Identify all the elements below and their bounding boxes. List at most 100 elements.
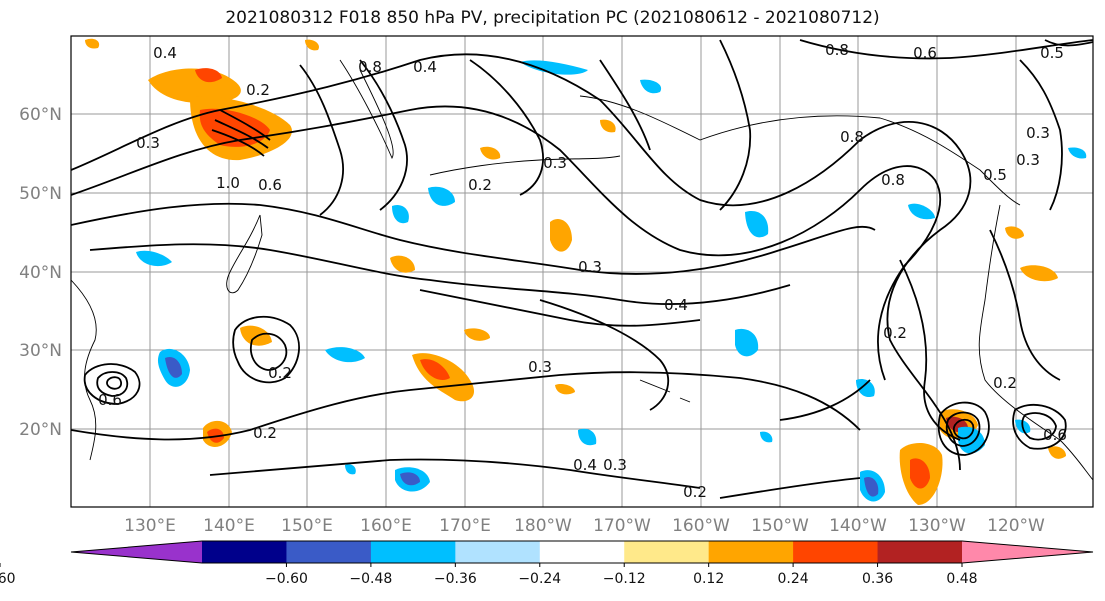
- contour-label: 0.8: [825, 41, 849, 59]
- contour-label: 0.2: [253, 424, 277, 442]
- pv-contour: [89, 243, 791, 305]
- pv-contour: [299, 64, 344, 216]
- colorbar-extend-max: [962, 541, 1093, 563]
- contour-label: 0.4: [153, 44, 177, 62]
- longitude-labels: 130°E 140°E 150°E 160°E 170°E 180°W 170°W 160°W…: [124, 516, 1045, 536]
- longitude-label: 130°E: [124, 516, 176, 536]
- precip-negative-area: [760, 431, 773, 443]
- precip-negative-area: [520, 60, 588, 75]
- precip-strong-area: [910, 458, 930, 489]
- precip-positive-area: [85, 38, 100, 49]
- coastlines: [71, 59, 1093, 481]
- contour-label: 0.8: [358, 58, 382, 76]
- colorbar-segment: [624, 541, 710, 563]
- precip-negative-area: [856, 378, 875, 398]
- contour-label: 0.6: [913, 44, 937, 62]
- precip-negative-area: [428, 186, 455, 206]
- precip-negative-area: [1068, 147, 1087, 159]
- coastline-aleutians: [429, 155, 621, 176]
- precip-negative-area: [745, 210, 769, 238]
- longitude-label: 170°E: [439, 516, 491, 536]
- contour-label: 0.2: [993, 374, 1017, 392]
- contour-label: 1.0: [216, 174, 240, 192]
- precip-positive-area: [555, 383, 575, 395]
- precip-positive-area: [390, 255, 415, 273]
- contour-label: 0.6: [98, 391, 122, 409]
- precip-positive-area: [1020, 265, 1058, 282]
- pv-contour: [952, 418, 975, 440]
- pv-contour: [71, 105, 941, 381]
- map-title: 2021080312 F018 850 hPa PV, precipitatio…: [225, 8, 880, 28]
- longitude-label: 180°W: [514, 516, 572, 536]
- colorbar-outline: [70, 540, 1094, 564]
- contour-label: 0.5: [1040, 44, 1064, 62]
- precip-negative-area: [735, 328, 759, 357]
- longitude-label: 160°E: [360, 516, 412, 536]
- precip-positive-area: [480, 146, 501, 160]
- contour-label: 0.3: [603, 456, 627, 474]
- colorbar-segment: [455, 541, 541, 563]
- precip-negative-area: [325, 347, 365, 363]
- pv-contour: [250, 332, 288, 371]
- contour-label: 0.8: [840, 128, 864, 146]
- pv-contour: [106, 376, 122, 390]
- colorbar-segment: [370, 541, 456, 563]
- colorbar-tick-label: 0.36: [862, 571, 893, 587]
- pv-contour: [937, 401, 990, 456]
- contour-label: 0.4: [573, 456, 597, 474]
- latitude-label: 20°N: [19, 420, 62, 440]
- coastline-asia: [71, 279, 97, 461]
- pv-contour: [96, 371, 129, 397]
- contour-label: 0.4: [413, 58, 437, 76]
- latitude-labels: 20°N 30°N 40°N 50°N 60°N: [19, 105, 62, 440]
- contour-label: 0.8: [881, 171, 905, 189]
- pv-contour: [1012, 403, 1067, 450]
- longitude-label: 160°W: [672, 516, 730, 536]
- contour-label: 0.3: [1016, 151, 1040, 169]
- precip-positive-area: [464, 328, 490, 341]
- contour-label: 0.2: [246, 81, 270, 99]
- pv-contour: [1044, 39, 1093, 47]
- contour-label: 0.3: [528, 358, 552, 376]
- pv-contour: [71, 371, 861, 441]
- latitude-label: 60°N: [19, 105, 62, 125]
- contour-label: 0.3: [1026, 124, 1050, 142]
- contour-label: 0.3: [543, 154, 567, 172]
- contour-labels: 0.4 0.2 0.3 1.0 0.6 0.8 0.4 0.2 0.3 0.8 0.6 0.3 0.5 0…: [98, 41, 1067, 501]
- colorbar-tick-label: 0.48: [946, 571, 977, 587]
- colorbar-tick-label: 0.24: [778, 571, 809, 587]
- coastline-alaska: [579, 95, 1021, 206]
- colorbar-extend-min: [71, 541, 202, 563]
- pv-contour: [719, 39, 752, 211]
- pv-contour: [211, 109, 271, 157]
- colorbar: −0.60 −0.48 −0.36 −0.24 −0.12 0.12 0.24 0.36 0.4…: [0, 540, 1094, 587]
- precip-positive-area: [600, 119, 616, 133]
- longitude-label: 140°W: [829, 516, 887, 536]
- longitude-label: 150°W: [751, 516, 809, 536]
- contour-label: 0.3: [578, 258, 602, 276]
- pv-contour: [71, 202, 876, 275]
- contour-label: 0.5: [983, 166, 1007, 184]
- pv-contour: [419, 289, 701, 327]
- colorbar-tick-label: −0.60: [265, 571, 308, 587]
- pv-contour: [232, 315, 300, 384]
- longitude-label: 150°E: [281, 516, 333, 536]
- coastline-hawaii: [639, 379, 691, 403]
- precip-negative-area: [908, 203, 935, 220]
- pv-contour: [989, 229, 1061, 381]
- precip-negative-area: [165, 356, 182, 378]
- pv-contours: [71, 39, 1093, 499]
- colorbar-segment: [877, 541, 963, 563]
- contour-label: 0.2: [468, 176, 492, 194]
- plot-frame: [70, 35, 1094, 508]
- precip-negative-area: [578, 428, 597, 446]
- pv-contour: [799, 39, 1093, 60]
- colorbar-tick-label: 0.60: [0, 571, 16, 587]
- coastline-japan: [226, 214, 263, 294]
- longitude-label: 140°E: [203, 516, 255, 536]
- graticule: [71, 36, 1093, 507]
- colorbar-tick-label: −0.36: [434, 571, 477, 587]
- precip-negative-area: [345, 464, 356, 475]
- pv-contour: [359, 59, 408, 211]
